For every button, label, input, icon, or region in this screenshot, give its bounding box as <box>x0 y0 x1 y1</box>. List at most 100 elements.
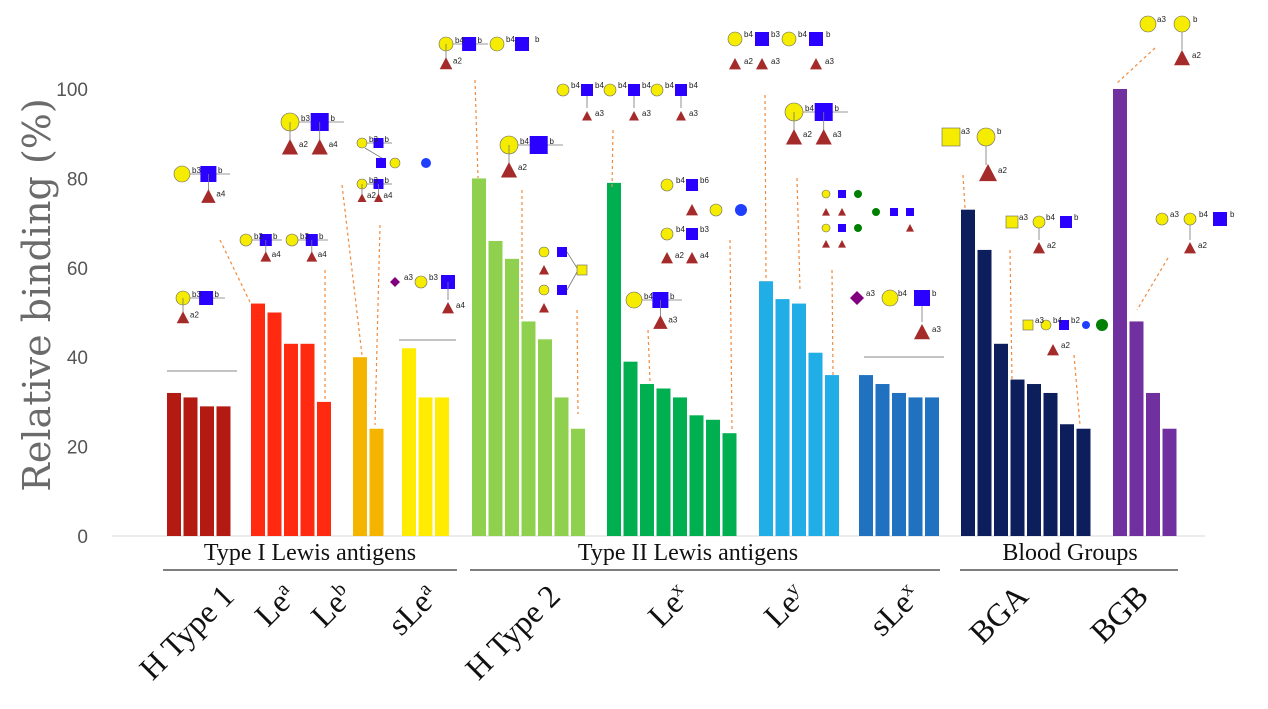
bar <box>472 178 486 536</box>
galactose-icon <box>625 291 643 309</box>
galactose-icon <box>489 36 505 52</box>
connector-line <box>764 94 767 283</box>
bar <box>488 240 503 537</box>
bar <box>251 303 265 536</box>
fucose-icon <box>374 193 383 203</box>
category-label: BGB <box>1083 577 1155 649</box>
galactose-icon <box>356 137 368 149</box>
bar <box>538 339 552 536</box>
bar <box>808 352 823 536</box>
category-label: sLea <box>381 577 445 641</box>
glycan-bond <box>566 271 578 291</box>
bar-series <box>167 89 1177 537</box>
galnac-icon <box>1005 215 1019 229</box>
fucose-icon <box>914 324 930 340</box>
fucose-icon <box>810 58 822 70</box>
glcnac-icon <box>1213 212 1227 226</box>
galactose-icon <box>727 31 743 47</box>
glucose-icon <box>421 158 431 168</box>
bar <box>908 397 923 536</box>
connector-line <box>1073 354 1081 426</box>
galactose-icon <box>389 157 401 169</box>
bar <box>1129 321 1144 536</box>
bar <box>656 388 671 536</box>
fucose-icon <box>539 303 549 313</box>
galactose-icon <box>821 189 831 199</box>
bar <box>792 303 806 536</box>
glcnac-icon <box>838 224 846 232</box>
y-tick-label: 60 <box>67 259 88 280</box>
fucose-icon <box>756 58 768 70</box>
bar <box>961 209 975 536</box>
bar <box>640 384 654 536</box>
galnac-icon <box>1022 319 1034 331</box>
linkage-label: b4 <box>805 104 814 113</box>
linkage-label: b4 <box>1046 213 1055 222</box>
linkage-label: a2 <box>1192 51 1201 60</box>
linkage-label: b4 <box>506 35 515 44</box>
linkage-label: b <box>1230 210 1235 219</box>
linkage-label: b <box>550 137 555 146</box>
bar <box>977 249 992 537</box>
linkage-label: a3 <box>932 325 941 334</box>
bar <box>1027 384 1041 536</box>
linkage-label: b4 <box>644 292 653 301</box>
connector-line <box>341 184 363 356</box>
linkage-label: b4 <box>744 30 753 39</box>
bar <box>554 397 569 536</box>
category-label: H Type 2 <box>458 577 567 686</box>
connector-line <box>576 309 579 415</box>
fucose-icon <box>653 315 668 329</box>
bar <box>1076 428 1091 536</box>
glcnac-icon <box>557 285 567 295</box>
fucose-icon <box>785 129 803 145</box>
linkage-label: b4 <box>676 225 685 234</box>
fucose-icon <box>686 204 698 216</box>
glcnac-icon <box>529 136 548 154</box>
bar <box>418 397 433 536</box>
glcnac-icon <box>373 138 384 148</box>
bar <box>859 375 873 536</box>
bar <box>689 415 704 536</box>
galactose-icon <box>285 233 299 247</box>
galactose-icon <box>660 178 674 192</box>
bar <box>267 312 282 536</box>
bar <box>994 343 1008 536</box>
connector-line <box>474 79 479 179</box>
bar <box>521 321 536 536</box>
linkage-label: b3 <box>301 114 310 123</box>
bar <box>183 397 198 536</box>
glucose-icon <box>735 204 747 216</box>
category-label: Ley <box>757 577 813 633</box>
linkage-label: a2 <box>1047 241 1056 250</box>
linkage-label: b <box>319 232 324 241</box>
galactose-icon <box>173 165 191 183</box>
y-axis-ticks: 0 20 40 60 80 100 <box>56 80 88 548</box>
bar <box>505 258 519 536</box>
linkage-label: a4 <box>700 251 709 260</box>
bar <box>1060 424 1074 536</box>
fucose-icon <box>1047 344 1059 356</box>
galactose-icon <box>414 275 428 289</box>
fucose-icon <box>176 311 190 324</box>
neuac-icon <box>390 277 400 287</box>
bar <box>1113 89 1127 536</box>
bar <box>167 392 181 536</box>
linkage-label: b4 <box>676 176 685 185</box>
fucose-icon <box>539 265 549 275</box>
linkage-label: a4 <box>384 191 393 200</box>
y-tick-label: 0 <box>77 527 88 548</box>
bar <box>875 384 890 536</box>
galactose-icon <box>556 83 570 97</box>
bar <box>1010 379 1025 536</box>
linkage-label: b <box>385 135 390 144</box>
bar <box>200 406 214 536</box>
linkage-label: a4 <box>329 140 338 149</box>
fucose-icon <box>686 252 698 264</box>
glcnac-icon <box>376 158 386 168</box>
bar <box>571 428 585 536</box>
connector-line <box>1115 47 1156 85</box>
fucose-icon <box>815 129 832 145</box>
linkage-label: b4 <box>665 81 674 90</box>
